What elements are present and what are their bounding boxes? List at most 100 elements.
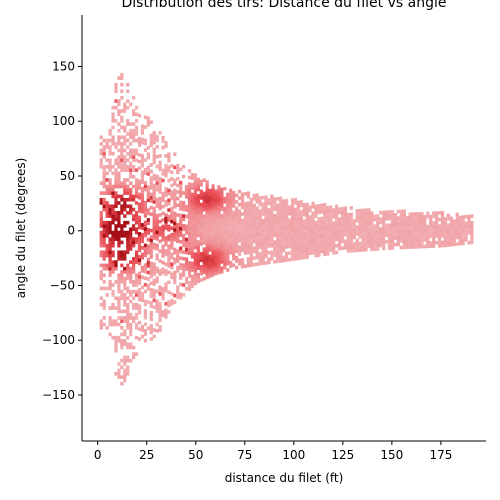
heatmap-cell	[223, 229, 227, 234]
heatmap-cell	[232, 191, 236, 195]
heatmap-cell	[158, 200, 162, 204]
heatmap-cell	[334, 230, 339, 235]
heatmap-cell	[437, 234, 442, 238]
heatmap-cell	[193, 262, 198, 266]
heatmap-cell	[458, 228, 462, 233]
heatmap-cell	[452, 229, 456, 234]
heatmap-cell	[173, 270, 177, 275]
heatmap-cell	[102, 306, 106, 310]
heatmap-cell	[279, 242, 283, 247]
heatmap-cell	[132, 263, 136, 268]
heatmap-cell	[270, 207, 274, 212]
heatmap-cell	[129, 237, 133, 241]
heatmap-cell	[314, 207, 318, 212]
heatmap-cell	[284, 251, 289, 256]
heatmap-cell	[282, 235, 286, 240]
heatmap-cell	[108, 178, 112, 182]
heatmap-cell	[258, 255, 262, 259]
heatmap-cell	[435, 240, 439, 245]
heatmap-cell	[140, 127, 145, 132]
heatmap-cell	[143, 243, 148, 248]
heatmap-cell	[211, 213, 215, 218]
heatmap-cell	[187, 205, 192, 209]
heatmap-cell	[179, 246, 183, 251]
heatmap-cell	[199, 202, 203, 207]
heatmap-cell	[246, 201, 250, 205]
heatmap-cell	[155, 200, 159, 205]
heatmap-cell	[120, 280, 124, 284]
heatmap-cell	[279, 245, 283, 250]
heatmap-cell	[99, 220, 103, 225]
heatmap-cell	[435, 221, 439, 225]
heatmap-cell	[158, 226, 162, 230]
heatmap-cell	[134, 151, 139, 156]
heatmap-cell	[246, 260, 250, 265]
heatmap-cell	[184, 286, 189, 291]
heatmap-cell	[108, 286, 112, 291]
heatmap-cell	[158, 324, 162, 329]
heatmap-cell	[132, 224, 136, 228]
heatmap-cell	[114, 335, 118, 340]
heatmap-cell	[323, 226, 327, 230]
heatmap-cell	[420, 231, 424, 236]
heatmap-cell	[137, 337, 142, 341]
heatmap-cell	[229, 247, 233, 252]
heatmap-cell	[149, 169, 153, 174]
heatmap-cell	[276, 197, 280, 201]
heatmap-cell	[117, 243, 121, 248]
heatmap-cell	[267, 218, 271, 222]
heatmap-cell	[320, 226, 324, 231]
heatmap-cell	[373, 244, 377, 248]
heatmap-cell	[214, 192, 218, 197]
heatmap-cell	[117, 174, 121, 179]
heatmap-cell	[461, 218, 465, 223]
heatmap-cell	[290, 234, 295, 239]
heatmap-cell	[190, 241, 195, 246]
heatmap-cell	[273, 250, 277, 254]
heatmap-cell	[287, 218, 292, 223]
heatmap-cell	[140, 206, 145, 211]
heatmap-cell	[208, 254, 212, 259]
heatmap-cell	[111, 217, 115, 222]
heatmap-cell	[261, 238, 265, 243]
heatmap-cell	[243, 218, 248, 222]
heatmap-cell	[443, 233, 448, 238]
heatmap-cell	[146, 185, 150, 189]
heatmap-cell	[361, 208, 365, 213]
heatmap-cell	[184, 280, 189, 284]
heatmap-cell	[123, 161, 127, 166]
heatmap-cell	[382, 246, 386, 251]
heatmap-cell	[123, 293, 127, 297]
heatmap-cell	[240, 248, 245, 252]
heatmap-cell	[176, 236, 180, 240]
heatmap-cell	[414, 245, 418, 249]
heatmap-cell	[158, 269, 162, 273]
heatmap-cell	[182, 174, 186, 179]
heatmap-cell	[255, 206, 259, 211]
heatmap-cell	[132, 237, 136, 241]
heatmap-cell	[399, 226, 403, 230]
heatmap-cell	[199, 268, 203, 272]
heatmap-cell	[173, 198, 177, 203]
heatmap-cell	[129, 280, 133, 284]
heatmap-cell	[223, 249, 227, 253]
heatmap-cell	[102, 263, 106, 268]
heatmap-cell	[246, 230, 250, 235]
heatmap-cell	[123, 372, 127, 376]
heatmap-cell	[99, 217, 103, 222]
heatmap-cell	[126, 303, 130, 307]
heatmap-cell	[220, 214, 224, 218]
heatmap-cell	[252, 236, 256, 241]
heatmap-cell	[426, 224, 430, 229]
heatmap-cell	[155, 256, 159, 261]
heatmap-cell	[290, 254, 295, 258]
heatmap-cell	[234, 255, 239, 260]
heatmap-cell	[452, 226, 456, 230]
heatmap-cell	[249, 223, 253, 228]
heatmap-cell	[137, 320, 142, 325]
heatmap-cell	[399, 235, 403, 240]
heatmap-cell	[367, 211, 371, 216]
y-tick-label: −50	[50, 278, 75, 292]
heatmap-cell	[134, 257, 139, 261]
heatmap-cell	[120, 332, 124, 337]
